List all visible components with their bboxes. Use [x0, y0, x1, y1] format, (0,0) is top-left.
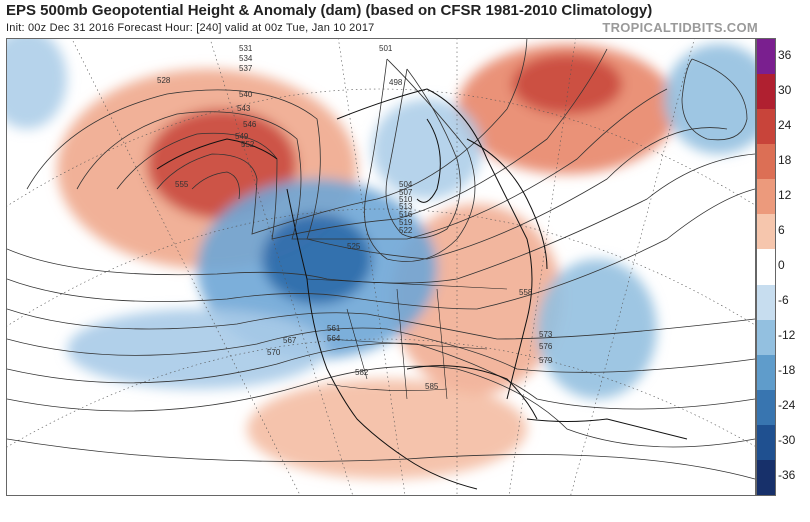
contour-label: 555 — [175, 180, 189, 189]
contour-labels: 5014985045075105135165195225255285315345… — [157, 44, 553, 391]
colorbar-segment — [757, 39, 775, 75]
contour-label: 525 — [347, 242, 361, 251]
chart-title: EPS 500mb Geopotential Height & Anomaly … — [6, 2, 653, 19]
warm-anomaly-mexico — [247, 379, 527, 479]
cold-anomaly-northeast — [664, 44, 755, 154]
map-panel: 501 498 504 507 510 513 516 519 522 525 528 531 534 5… — [6, 38, 756, 496]
cold-anomaly-west-core — [262, 214, 372, 304]
colorbar-segment — [757, 179, 775, 215]
colorbar-label: -36 — [778, 468, 796, 483]
contour-label: 543 — [237, 104, 251, 113]
contour-label: 540 — [239, 90, 253, 99]
colorbar-label: 18 — [778, 152, 792, 167]
contour-label: 534 — [239, 54, 253, 63]
colorbar-label: 30 — [778, 82, 792, 97]
contour-label: 531 — [239, 44, 253, 53]
coastlines — [156, 88, 688, 490]
contour-label: 522 — [399, 226, 413, 235]
contour-label: 513 — [399, 202, 413, 211]
colorbar-label: 12 — [778, 187, 792, 202]
colorbar-label: 0 — [778, 258, 785, 272]
contour-label: 567 — [283, 336, 297, 345]
colorbar-segment — [757, 214, 775, 250]
colorbar-segment — [757, 459, 775, 496]
contour-label: 507 — [399, 188, 413, 197]
map-svg: 5014985045075105135165195225255285315345… — [7, 39, 755, 495]
chart-subtitle: Init: 00z Dec 31 2016 Forecast Hour: [24… — [6, 22, 375, 34]
colorbar-segment — [757, 424, 775, 461]
contour-label: 546 — [243, 120, 257, 129]
contour-label: 582 — [355, 368, 369, 377]
colorbar-segment — [757, 74, 775, 110]
contour-label: 561 — [327, 324, 341, 333]
cold-anomaly-nw-corner — [7, 39, 67, 129]
cold-anomaly-pacific — [67, 309, 327, 389]
contour-label: 537 — [239, 64, 253, 73]
colorbar-label: -18 — [778, 363, 796, 378]
colorbar-label: -24 — [778, 398, 796, 413]
graticule — [7, 39, 755, 495]
contour-label: 558 — [519, 288, 533, 297]
cold-anomaly-atlantic — [537, 259, 657, 399]
colorbar-label: 6 — [778, 222, 785, 237]
warm-anomaly-greenland-core — [512, 54, 622, 114]
contour-label: 519 — [399, 218, 413, 227]
colorbar-segment — [757, 354, 775, 391]
colorbar-segment — [757, 389, 775, 426]
colorbar-label: 24 — [778, 117, 792, 132]
contour-label: 498 — [389, 78, 403, 87]
contour-label: 501 — [379, 44, 393, 53]
colorbar — [756, 38, 776, 496]
colorbar-segment — [757, 144, 775, 180]
colorbar-segment — [757, 249, 775, 286]
brand-watermark: TROPICALTIDBITS.COM — [602, 20, 758, 35]
contour-label: 570 — [267, 348, 281, 357]
contour-label: 510 — [399, 195, 413, 204]
colorbar-segment — [757, 284, 775, 321]
contour-label: 504 — [399, 180, 413, 189]
contour-label: 549 — [235, 132, 249, 141]
colorbar-segment — [757, 319, 775, 356]
contour-label: 579 — [539, 356, 553, 365]
colorbar-label: -30 — [778, 433, 796, 448]
height-contours — [7, 39, 755, 480]
contour-label: 576 — [539, 342, 553, 351]
colorbar-label: 36 — [778, 47, 792, 62]
colorbar-label: -6 — [778, 293, 789, 308]
contour-label: 528 — [157, 76, 171, 85]
contour-label: 573 — [539, 330, 553, 339]
colorbar-label: -12 — [778, 328, 796, 343]
contour-label: 552 — [241, 140, 255, 149]
cold-anomaly-hudson — [372, 99, 482, 199]
colorbar-segment — [757, 109, 775, 145]
contour-label: 516 — [399, 210, 413, 219]
political-borders — [306, 278, 508, 400]
contour-label: 564 — [327, 334, 341, 343]
contour-label: 585 — [425, 382, 439, 391]
